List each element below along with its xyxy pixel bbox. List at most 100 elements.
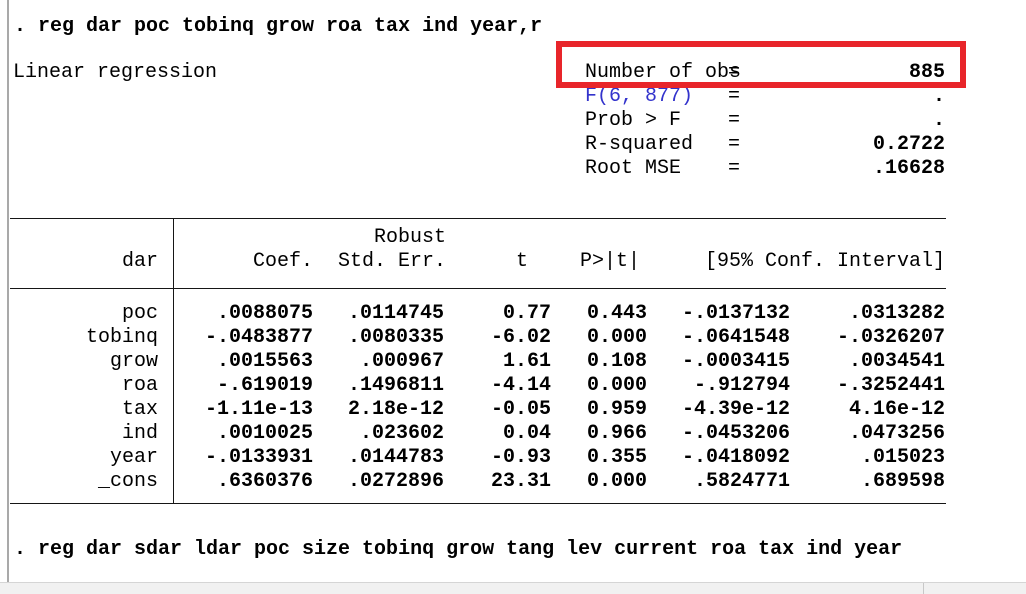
t-cell: 0.77 <box>502 302 551 325</box>
coefficient-row-roa: roa -.619019 .1496811 -4.14 0.000 -.9127… <box>0 374 1026 398</box>
ci-low-cell: -.0418092 <box>681 446 790 469</box>
var-name-cell: tobinq <box>85 326 158 349</box>
ci-high-cell: .0473256 <box>848 422 945 445</box>
coef-cell: -.0483877 <box>204 326 313 349</box>
p-header: P>|t| <box>579 250 640 273</box>
stat-label-prob-f: Prob > F <box>585 109 682 132</box>
p-cell: 0.000 <box>586 374 647 397</box>
horizontal-scrollbar-track[interactable] <box>0 582 1026 594</box>
ci-high-cell: -.0326207 <box>836 326 945 349</box>
var-name-cell: tax <box>121 398 158 421</box>
stderr-cell: .0144783 <box>347 446 444 469</box>
stat-value-r-squared: 0.2722 <box>872 133 945 156</box>
command-line-2: . reg dar sdar ldar poc size tobinq grow… <box>14 538 903 561</box>
table-header-rule <box>10 288 946 289</box>
window-left-border <box>7 0 9 582</box>
var-name-cell: ind <box>121 422 158 445</box>
p-cell: 0.355 <box>586 446 647 469</box>
stat-row-r-squared: R-squared = 0.2722 <box>0 133 1026 157</box>
stat-row-number-of-obs: Number of obs = 885 <box>0 61 1026 85</box>
f-stat-link[interactable]: F(6, 877) <box>585 85 694 108</box>
table-header-row-robust: Robust <box>0 226 1026 250</box>
coef-cell: .0015563 <box>216 350 313 373</box>
stderr-cell: .0080335 <box>347 326 444 349</box>
stderr-cell: .0114745 <box>347 302 444 325</box>
p-cell: 0.108 <box>586 350 647 373</box>
stderr-cell: .000967 <box>359 350 444 373</box>
ci-low-cell: -.0137132 <box>681 302 790 325</box>
ci-high-cell: -.3252441 <box>836 374 945 397</box>
stat-equals: = <box>728 133 741 156</box>
ci-low-cell: -.0003415 <box>681 350 790 373</box>
t-cell: 0.04 <box>502 422 551 445</box>
coefficient-row-poc: poc .0088075 .0114745 0.77 0.443 -.01371… <box>0 302 1026 326</box>
ci-low-cell: -.0641548 <box>681 326 790 349</box>
t-cell: -0.93 <box>490 446 551 469</box>
t-cell: 23.31 <box>490 470 551 493</box>
ci-low-cell: -.0453206 <box>681 422 790 445</box>
stat-row-root-mse: Root MSE = .16628 <box>0 157 1026 181</box>
var-name-cell: _cons <box>97 470 158 493</box>
p-cell: 0.966 <box>586 422 647 445</box>
table-bottom-rule <box>10 503 946 504</box>
stat-row-prob-f: Prob > F = . <box>0 109 1026 133</box>
p-cell: 0.000 <box>586 326 647 349</box>
stat-row-f: F(6, 877) = . <box>0 85 1026 109</box>
ci-low-cell: .5824771 <box>693 470 790 493</box>
ci-header: [95% Conf. Interval] <box>704 250 945 273</box>
coef-cell: .6360376 <box>216 470 313 493</box>
stat-label-root-mse: Root MSE <box>585 157 682 180</box>
var-name-cell: year <box>109 446 158 469</box>
highlight-box <box>556 41 966 88</box>
stat-value-number-of-obs: 885 <box>908 61 945 84</box>
command-line-1: . reg dar poc tobinq grow roa tax ind ye… <box>14 15 543 38</box>
var-name-cell: poc <box>121 302 158 325</box>
stat-value-prob-f: . <box>932 109 945 132</box>
coef-cell: -1.11e-13 <box>204 398 313 421</box>
coefficient-row-tobinq: tobinq -.0483877 .0080335 -6.02 0.000 -.… <box>0 326 1026 350</box>
stderr-cell: .023602 <box>359 422 444 445</box>
ci-high-cell: .0034541 <box>848 350 945 373</box>
t-cell: 1.61 <box>502 350 551 373</box>
ci-high-cell: .015023 <box>860 446 945 469</box>
coefficient-row-ind: ind .0010025 .023602 0.04 0.966 -.045320… <box>0 422 1026 446</box>
coefficient-row-year: year -.0133931 .0144783 -0.93 0.355 -.04… <box>0 446 1026 470</box>
t-cell: -4.14 <box>490 374 551 397</box>
t-header: t <box>515 250 528 273</box>
coefficient-row-cons: _cons .6360376 .0272896 23.31 0.000 .582… <box>0 470 1026 494</box>
var-name-cell: roa <box>121 374 158 397</box>
stderr-cell: .1496811 <box>347 374 444 397</box>
ci-low-cell: -4.39e-12 <box>681 398 790 421</box>
ci-high-cell: 4.16e-12 <box>848 398 945 421</box>
p-cell: 0.959 <box>586 398 647 421</box>
stat-label-number-of-obs: Number of obs <box>585 61 742 84</box>
stat-value-root-mse: .16628 <box>872 157 945 180</box>
stderr-cell: 2.18e-12 <box>347 398 444 421</box>
table-top-rule <box>10 218 946 219</box>
stat-equals: = <box>728 61 741 84</box>
t-cell: -6.02 <box>490 326 551 349</box>
var-name-cell: grow <box>109 350 158 373</box>
p-cell: 0.443 <box>586 302 647 325</box>
coef-cell: -.619019 <box>216 374 313 397</box>
stderr-cell: .0272896 <box>347 470 444 493</box>
ci-high-cell: .689598 <box>860 470 945 493</box>
ci-low-cell: -.912794 <box>693 374 790 397</box>
table-header-row: dar Coef. Std. Err. t P>|t| [95% Conf. I… <box>0 250 1026 274</box>
table-column-divider <box>173 218 174 503</box>
depvar-header: dar <box>121 250 158 273</box>
stat-label-r-squared: R-squared <box>585 133 694 156</box>
coefficient-row-tax: tax -1.11e-13 2.18e-12 -0.05 0.959 -4.39… <box>0 398 1026 422</box>
coefficient-row-grow: grow .0015563 .000967 1.61 0.108 -.00034… <box>0 350 1026 374</box>
coef-header: Coef. <box>252 250 313 273</box>
stderr-header: Std. Err. <box>337 250 446 273</box>
p-cell: 0.000 <box>586 470 647 493</box>
stat-equals: = <box>728 157 741 180</box>
ci-high-cell: .0313282 <box>848 302 945 325</box>
stat-equals: = <box>728 109 741 132</box>
coef-cell: .0010025 <box>216 422 313 445</box>
model-title: Linear regression <box>13 61 218 84</box>
coef-cell: .0088075 <box>216 302 313 325</box>
stat-equals: = <box>728 85 741 108</box>
robust-header: Robust <box>373 226 446 249</box>
